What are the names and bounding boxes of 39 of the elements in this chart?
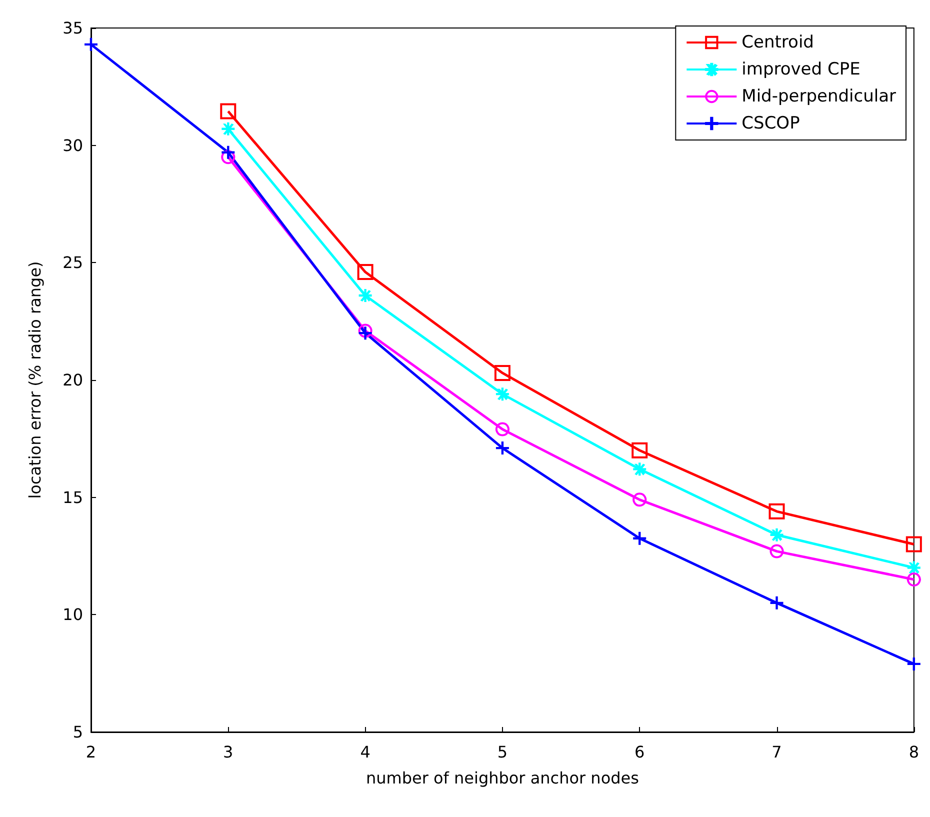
legend-label: Centroid [742, 32, 814, 52]
y-tick-label: 25 [62, 253, 83, 272]
point [770, 596, 784, 610]
point [906, 536, 922, 552]
x-tick-label: 4 [360, 742, 370, 762]
point [221, 150, 236, 164]
point [496, 442, 509, 455]
point [84, 38, 98, 51]
point [358, 326, 372, 340]
x-tick-label: 8 [908, 742, 920, 762]
x-axis-title: number of neighbor anchor nodes [366, 768, 639, 788]
legend-label: Mid-perpendicular [742, 86, 896, 106]
y-axis-title: location error (% radio range) [26, 261, 44, 499]
x-tick-label: 7 [772, 742, 782, 762]
y-tick-label: 30 [62, 136, 83, 155]
y-tick-label: 10 [62, 605, 83, 624]
point [768, 503, 785, 520]
x-tick-label: 5 [497, 742, 508, 762]
point [907, 657, 920, 670]
point [906, 572, 921, 586]
point [494, 364, 510, 381]
x-tick-label: 3 [223, 742, 234, 762]
x-tick-label: 6 [634, 742, 645, 762]
legend-label: improved CPE [742, 60, 860, 80]
legend-label: CSCOP [742, 114, 800, 134]
point [770, 544, 784, 558]
point [220, 103, 236, 120]
point [632, 442, 648, 458]
x-tick-label: 2 [86, 742, 96, 762]
y-tick-label: 5 [72, 722, 83, 742]
point [222, 146, 235, 159]
point [357, 264, 374, 280]
point [358, 324, 372, 338]
y-tick-label: 15 [62, 488, 83, 507]
point [633, 532, 646, 545]
y-tick-label: 20 [62, 370, 83, 390]
y-tick-label: 35 [62, 18, 83, 38]
point [495, 422, 510, 436]
point [632, 492, 647, 507]
